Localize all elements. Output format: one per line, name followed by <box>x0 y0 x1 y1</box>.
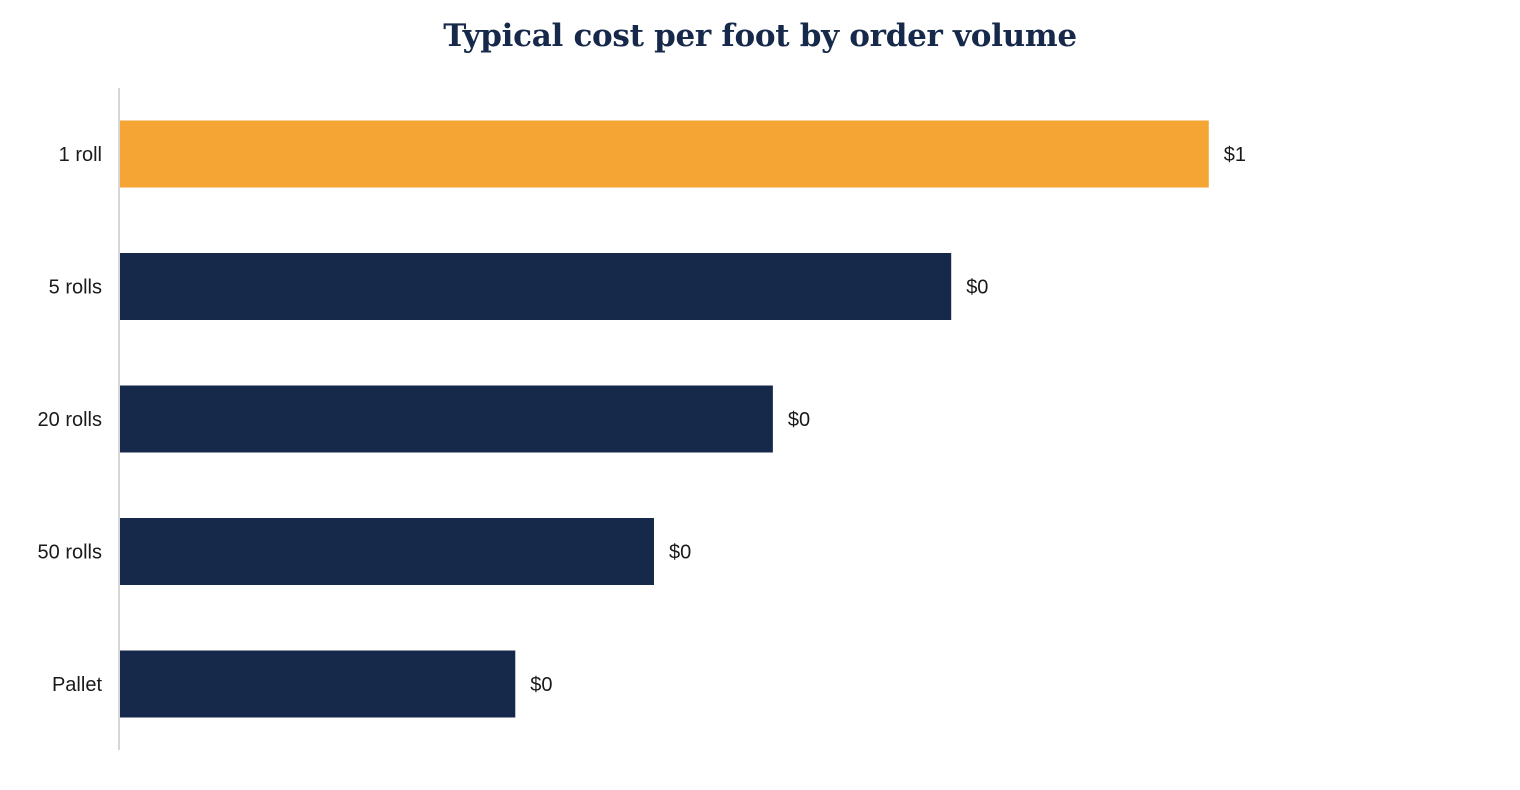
chart-title: Typical cost per foot by order volume <box>443 18 1077 54</box>
bar <box>119 518 654 585</box>
bar <box>119 120 1209 188</box>
value-label: $0 <box>788 409 810 431</box>
category-label: 1 roll <box>59 144 102 166</box>
bar <box>119 253 952 320</box>
category-label: Pallet <box>52 674 102 696</box>
category-label: 20 rolls <box>38 409 102 431</box>
value-label: $1 <box>1224 144 1246 166</box>
category-label: 5 rolls <box>49 277 102 299</box>
bars-group: 1 roll $1 5 rolls $0 20 rolls $0 50 rolls $0 Pal… <box>38 120 1246 718</box>
bar <box>119 385 773 453</box>
value-label: $0 <box>669 542 691 564</box>
value-label: $0 <box>966 277 988 299</box>
bar <box>119 650 516 718</box>
category-label: 50 rolls <box>38 542 102 564</box>
value-label: $0 <box>530 674 552 696</box>
